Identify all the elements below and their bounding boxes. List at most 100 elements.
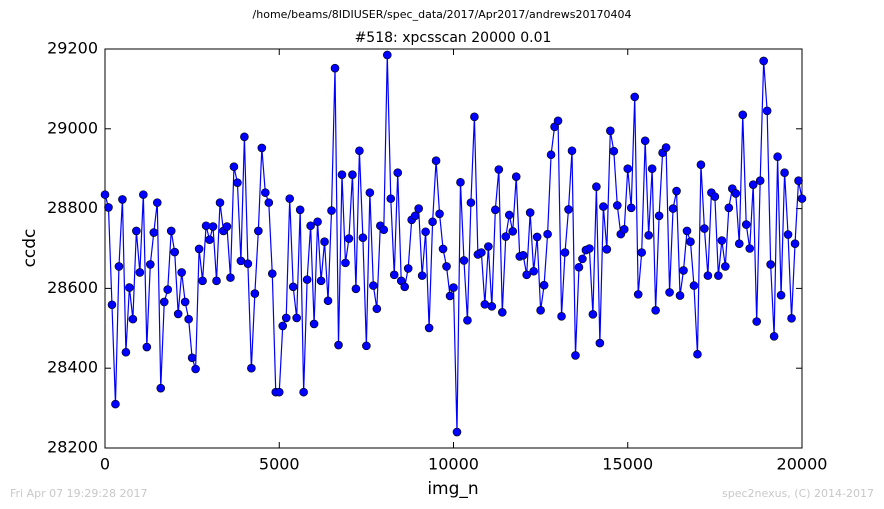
data-point [114,262,124,271]
data-point [341,258,350,268]
data-point [107,300,117,310]
data-point [121,347,131,357]
data-point [400,282,410,292]
data-point [484,242,493,251]
data-point [264,198,274,207]
data-point [104,203,113,212]
data-point [532,232,542,242]
data-point [442,262,451,271]
data-point [574,262,584,272]
data-point [606,126,615,136]
data-point [302,275,312,284]
data-point [794,176,803,185]
data-point [250,289,260,298]
y-tick-label: 29000 [47,118,98,137]
data-point [592,182,601,191]
data-point [745,244,755,253]
data-point [163,285,173,294]
data-point [194,244,204,254]
data-point [539,280,549,290]
data-point [762,106,772,116]
data-point [177,268,186,277]
data-point [529,266,538,276]
x-tick-label: 15000 [602,455,653,474]
data-point [267,269,277,278]
data-point [525,208,535,217]
data-point [198,276,207,286]
data-point [229,162,239,172]
data-point [132,226,141,236]
y-tick-label: 28200 [47,438,98,457]
data-point [668,204,678,213]
data-point [351,284,361,294]
data-point [675,291,685,300]
data-point [588,310,598,319]
data-point [693,349,702,359]
data-point [741,220,751,229]
data-point [710,192,720,201]
data-point [536,306,545,315]
data-point [403,264,413,273]
data-point [452,427,462,437]
footer-right: spec2nexus, (C) 2014-2017 [722,487,874,500]
data-point [208,222,218,231]
data-point [421,227,430,237]
data-point [149,228,159,237]
footer-left: Fri Apr 07 19:29:28 2017 [10,487,148,500]
data-point [309,319,319,329]
data-point [578,254,587,264]
data-point [564,205,573,214]
data-point [459,256,469,265]
data-point [599,202,608,211]
data-point [567,146,577,156]
data-point [334,340,343,350]
data-point [776,290,786,300]
data-point [100,190,110,199]
data-point [222,222,232,231]
data-point [477,248,486,257]
data-point [456,177,465,187]
data-point [696,160,706,170]
data-point [323,296,333,306]
data-point [640,136,650,146]
data-point [257,143,267,153]
data-point [703,271,713,280]
data-point [243,259,253,268]
data-point [389,270,399,280]
data-point [672,186,681,196]
data-point [738,110,748,120]
data-point [619,225,629,234]
data-point [522,270,531,280]
data-point [278,321,288,331]
data-point [752,317,761,326]
data-point [316,276,326,286]
data-point [449,283,458,292]
data-point [445,291,455,301]
data-point [546,150,556,160]
data-point [372,304,382,314]
data-point [424,323,434,333]
data-point [623,164,633,173]
data-point [470,112,479,122]
suptitle: /home/beams/8IDIUSER/spec_data/2017/Apr2… [253,8,632,21]
data-point [790,239,800,249]
y-tick-label: 28600 [47,278,98,297]
data-point [721,262,730,271]
data-point [780,168,789,177]
data-point [717,236,727,245]
data-point [247,363,256,373]
x-tick-label: 5000 [259,455,300,474]
data-point [466,198,476,207]
data-point [410,211,420,221]
data-point [292,313,301,323]
data-point [497,308,507,317]
data-point [491,205,500,215]
data-point [355,146,364,156]
data-point [609,146,619,156]
data-point [184,314,193,324]
data-point [215,198,225,207]
data-point [571,351,580,360]
data-point [327,206,336,215]
data-point [118,195,127,204]
